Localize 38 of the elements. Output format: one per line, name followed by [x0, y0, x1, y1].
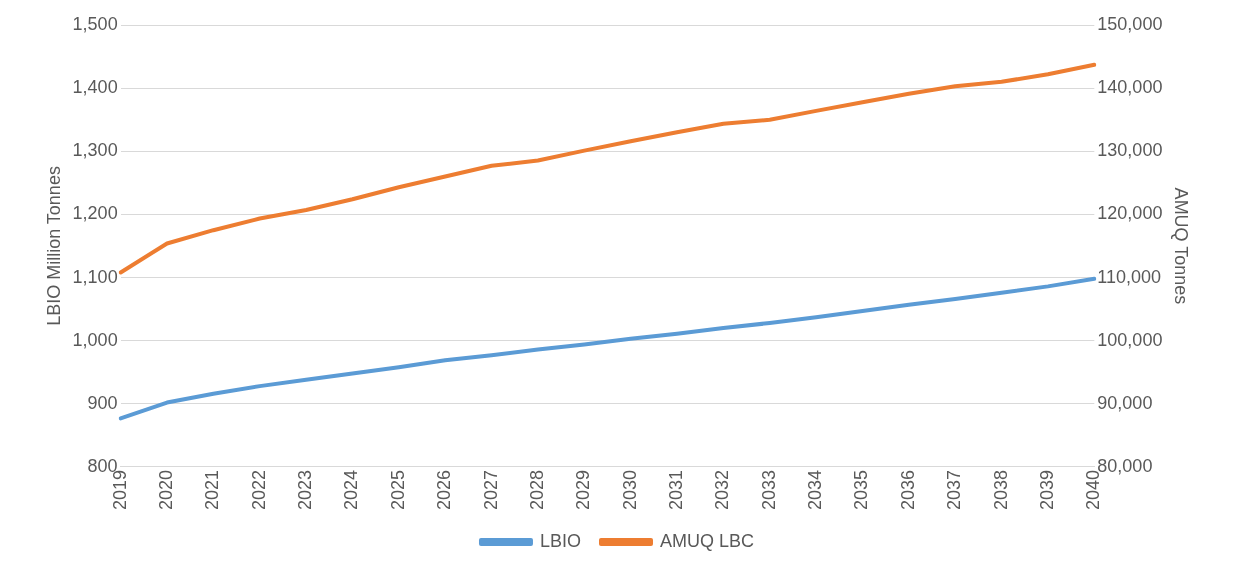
x-tick-label: 2024 [341, 469, 362, 510]
x-tick-label: 2037 [944, 469, 965, 510]
x-tick-label: 2039 [1036, 469, 1057, 510]
x-tick-label: 2030 [619, 469, 640, 510]
y2-tick-label: 90,000 [1097, 392, 1153, 413]
x-tick-label: 2029 [573, 469, 594, 510]
y-tick-label: 1,200 [72, 203, 118, 224]
x-tick-label: 2032 [712, 469, 733, 510]
y2-tick-label: 150,000 [1097, 13, 1163, 34]
y-tick-label: 1,300 [72, 140, 118, 161]
y2-axis-title: AMUQ Tonnes [1171, 187, 1192, 305]
x-tick-label: 2038 [990, 469, 1011, 510]
y-tick-label: 1,100 [72, 266, 118, 287]
y-tick-label: 900 [87, 392, 118, 413]
y2-tick-label: 130,000 [1097, 140, 1163, 161]
x-tick-label: 2025 [387, 469, 408, 510]
x-tick-label: 2031 [666, 469, 687, 510]
x-tick-label: 2033 [758, 469, 779, 510]
x-tick-label: 2023 [295, 469, 316, 510]
x-tick-label: 2028 [526, 469, 547, 510]
legend-label: AMUQ LBC [660, 530, 755, 551]
x-tick-label: 2035 [851, 469, 872, 510]
x-tick-label: 2027 [480, 469, 501, 510]
y-tick-label: 1,500 [72, 13, 118, 34]
y2-tick-label: 100,000 [1097, 329, 1163, 350]
y2-tick-label: 110,000 [1097, 266, 1162, 287]
x-tick-label: 2034 [805, 469, 826, 510]
y-tick-label: 1,000 [72, 329, 118, 350]
x-tick-label: 2022 [248, 469, 269, 510]
x-tick-label: 2026 [434, 469, 455, 510]
x-tick-label: 2020 [155, 469, 176, 510]
y-axis-title: LBIO Million Tonnes [43, 166, 64, 326]
y2-tick-label: 140,000 [1097, 77, 1163, 98]
x-tick-label: 2021 [202, 469, 223, 510]
y2-tick-label: 120,000 [1097, 203, 1163, 224]
y-tick-label: 1,400 [72, 77, 118, 98]
legend-label: LBIO [539, 530, 582, 551]
x-tick-label: 2036 [897, 469, 918, 510]
